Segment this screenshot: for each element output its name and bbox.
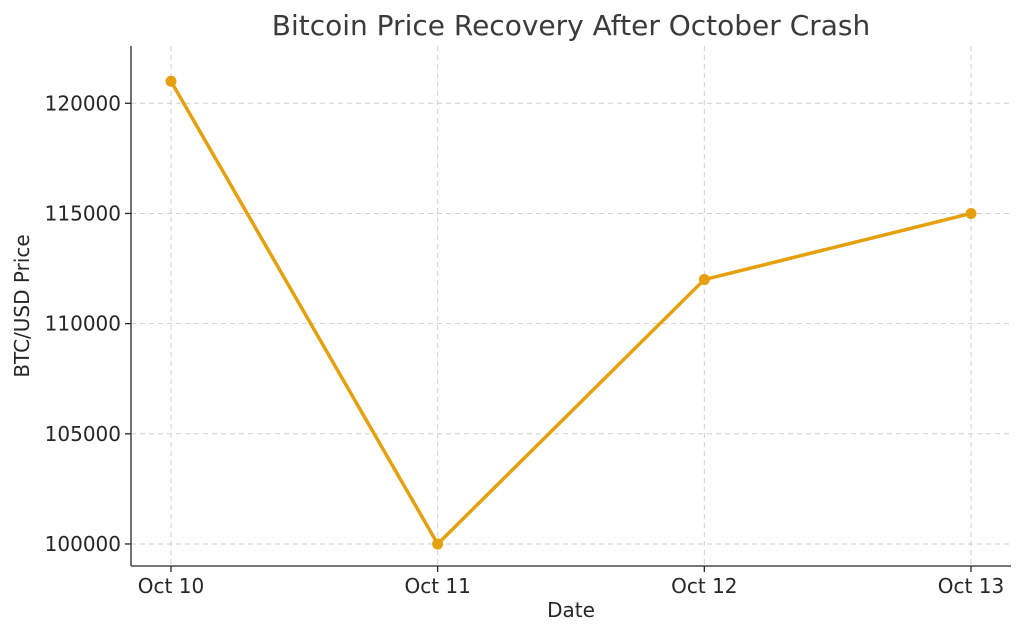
x-axis-label: Date [547,598,595,622]
data-point [965,207,977,219]
data-point [698,274,710,286]
y-tick-label: 115000 [45,201,121,225]
x-tick-label: Oct 12 [671,574,737,598]
grid [131,46,1011,566]
y-axis-label: BTC/USD Price [10,234,34,377]
series-group [165,75,977,550]
y-tick-label: 110000 [45,312,121,336]
data-point [432,538,444,550]
data-point [165,75,177,87]
y-axis: 100000 105000 110000 115000 120000 [45,91,131,556]
y-tick-label: 120000 [45,91,121,115]
x-tick-label: Oct 13 [938,574,1004,598]
series-line [169,79,973,546]
chart-title: Bitcoin Price Recovery After October Cra… [272,9,871,42]
y-tick-label: 100000 [45,532,121,556]
x-axis: Oct 10 Oct 11 Oct 12 Oct 13 [138,566,1004,598]
x-tick-label: Oct 11 [404,574,470,598]
axes-frame [130,46,1011,567]
y-tick-label: 105000 [45,422,121,446]
x-tick-label: Oct 10 [138,574,204,598]
